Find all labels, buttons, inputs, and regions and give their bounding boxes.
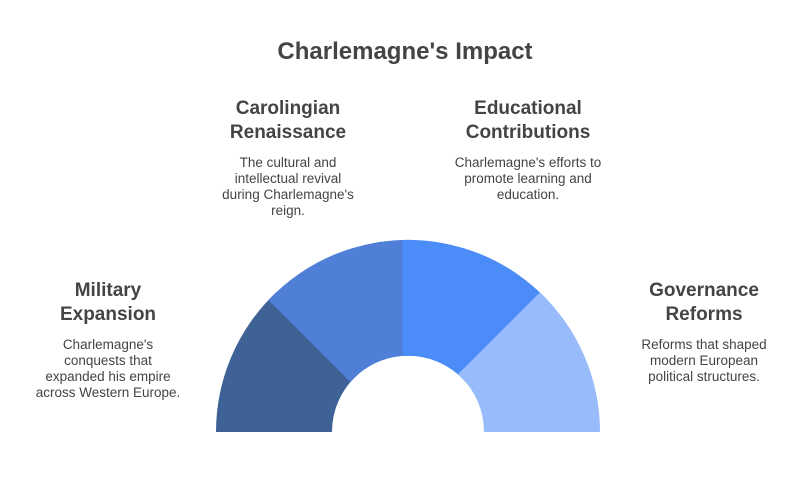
heading-line: Governance — [649, 280, 759, 301]
description-line: across Western Europe. — [35, 385, 181, 400]
heading-line: Reforms — [665, 304, 743, 325]
carolingian-renaissance-block: Carolingian Renaissance The cultural and… — [198, 97, 378, 219]
description-line: The cultural and — [239, 155, 337, 170]
description-line: Charlemagne's efforts to — [454, 155, 602, 170]
description-line: during Charlemagne's — [222, 187, 354, 202]
description-line: modern European — [649, 353, 759, 368]
description-line: Charlemagne's — [62, 337, 154, 352]
description-line: Reforms that shaped — [641, 337, 767, 352]
segment-educational-contributions — [402, 239, 548, 383]
segment-military-expansion — [215, 292, 359, 432]
heading-line: Carolingian — [235, 98, 341, 119]
carolingian-renaissance-description: The cultural and intellectual revival du… — [198, 155, 378, 219]
description-line: education. — [496, 187, 560, 202]
heading-line: Expansion — [59, 304, 157, 325]
military-expansion-block: Military Expansion Charlemagne's conques… — [20, 279, 196, 401]
diagram-title: Charlemagne's Impact — [277, 38, 533, 65]
military-expansion-description: Charlemagne's conquests that expanded hi… — [20, 337, 196, 401]
description-line: intellectual revival — [234, 171, 342, 186]
governance-reforms-heading: Governance Reforms — [614, 279, 794, 327]
description-line: reign. — [271, 203, 305, 218]
description-line: expanded his empire — [45, 369, 171, 384]
educational-contributions-block: Educational Contributions Charlemagne's … — [428, 97, 628, 203]
description-line: political structures. — [648, 369, 760, 384]
description-line: promote learning and — [464, 171, 592, 186]
carolingian-renaissance-heading: Carolingian Renaissance — [198, 97, 378, 145]
educational-contributions-description: Charlemagne's efforts to promote learnin… — [428, 155, 628, 203]
description-line: conquests that — [64, 353, 152, 368]
heading-line: Renaissance — [229, 122, 347, 143]
heading-line: Contributions — [465, 122, 591, 143]
governance-reforms-description: Reforms that shaped modern European poli… — [614, 337, 794, 385]
educational-contributions-heading: Educational Contributions — [428, 97, 628, 145]
governance-reforms-block: Governance Reforms Reforms that shaped m… — [614, 279, 794, 385]
heading-line: Military — [74, 280, 142, 301]
heading-line: Educational — [474, 98, 582, 119]
segment-governance-reforms — [457, 292, 601, 432]
segment-carolingian-renaissance — [268, 239, 414, 383]
military-expansion-heading: Military Expansion — [20, 279, 196, 327]
